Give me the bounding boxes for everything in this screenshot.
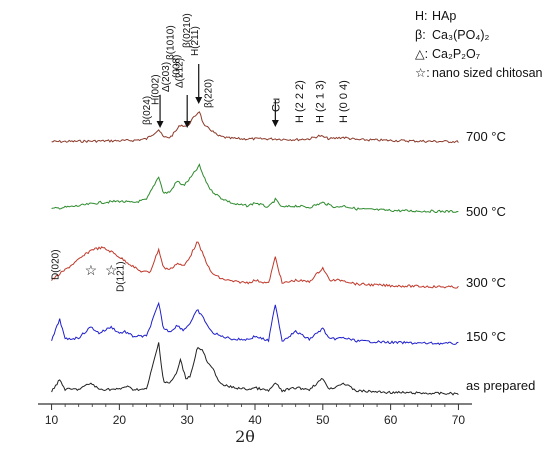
peak-label-top: H(211) — [190, 26, 201, 56]
peak-label-blue: D(121) — [115, 261, 126, 292]
peak-label-blue: D(020) — [50, 249, 61, 280]
peak-arrow-head — [156, 121, 164, 128]
series-label: 700 °C — [466, 129, 506, 144]
x-tick-label: 70 — [452, 413, 466, 427]
series-line-4 — [51, 342, 459, 396]
peak-arrow-head — [195, 97, 203, 104]
peak-annotations: β(024)H(002) Δ(203) β(1010)(008)Δ(212) β(02… — [50, 13, 350, 292]
peak-label-top: Δ(212) — [174, 58, 185, 88]
peak-label-top: β(0210) — [182, 13, 193, 48]
series-line-0 — [51, 111, 459, 144]
peak-label-top: β(1010) — [166, 25, 177, 60]
peak-label-right: H (0 0 4) — [338, 80, 350, 123]
x-axis-title: 2θ — [235, 427, 255, 446]
x-tick-label: 50 — [316, 413, 330, 427]
x-tick-label: 10 — [45, 413, 59, 427]
x-ticks: 10 20 30 40 50 60 70 — [45, 404, 466, 427]
series-line-3 — [51, 301, 459, 346]
legend-entry-chitosan: ☆: nano sized chitosan — [415, 66, 543, 80]
legend-text: Ca₂P₂O₇ — [432, 47, 480, 61]
series-layer — [51, 111, 459, 396]
legend-text: HAp — [432, 9, 456, 23]
legend-symbol: β: — [415, 28, 426, 42]
star-icon: ☆ — [105, 262, 118, 278]
peak-label-right: Cu — [270, 98, 282, 112]
peak-label-top: β(024) — [142, 96, 153, 125]
x-tick-label: 40 — [248, 413, 262, 427]
peak-label-right: H (2 1 3) — [314, 80, 326, 123]
peak-label-right: H (2 2 2) — [294, 80, 306, 123]
peak-arrow-head — [271, 120, 279, 127]
series-label: 150 °C — [466, 329, 506, 344]
legend: H: HAp β: Ca₃(PO₄)₂ △: Ca₂P₂O₇ ☆: nano s… — [415, 9, 543, 80]
series-label: as prepared — [466, 378, 535, 393]
series-labels: 700 °C 500 °C 300 °C 150 °C as prepared — [466, 129, 535, 393]
peak-arrow-head — [183, 121, 191, 128]
series-label: 500 °C — [466, 204, 506, 219]
series-label: 300 °C — [466, 275, 506, 290]
peak-label-top: H(002) — [151, 74, 162, 105]
legend-symbol: △: — [415, 47, 428, 61]
x-tick-label: 60 — [384, 413, 398, 427]
legend-entry-cpp: △: Ca₂P₂O₇ — [415, 47, 480, 61]
legend-entry-tcp: β: Ca₃(PO₄)₂ — [415, 28, 490, 42]
legend-entry-hap: H: HAp — [415, 9, 456, 23]
legend-symbol: ☆: — [415, 66, 430, 80]
legend-text: nano sized chitosan — [432, 66, 543, 80]
legend-symbol: H: — [415, 9, 428, 23]
x-tick-label: 30 — [181, 413, 195, 427]
peak-label-top: β(220) — [204, 79, 215, 108]
peak-label-top: Δ(203) — [161, 62, 172, 92]
peak-label-top: (008) — [172, 55, 183, 78]
star-icon: ☆ — [85, 262, 98, 278]
series-line-2 — [51, 241, 459, 289]
series-line-1 — [51, 163, 459, 214]
legend-text: Ca₃(PO₄)₂ — [432, 28, 490, 42]
x-tick-label: 20 — [113, 413, 127, 427]
